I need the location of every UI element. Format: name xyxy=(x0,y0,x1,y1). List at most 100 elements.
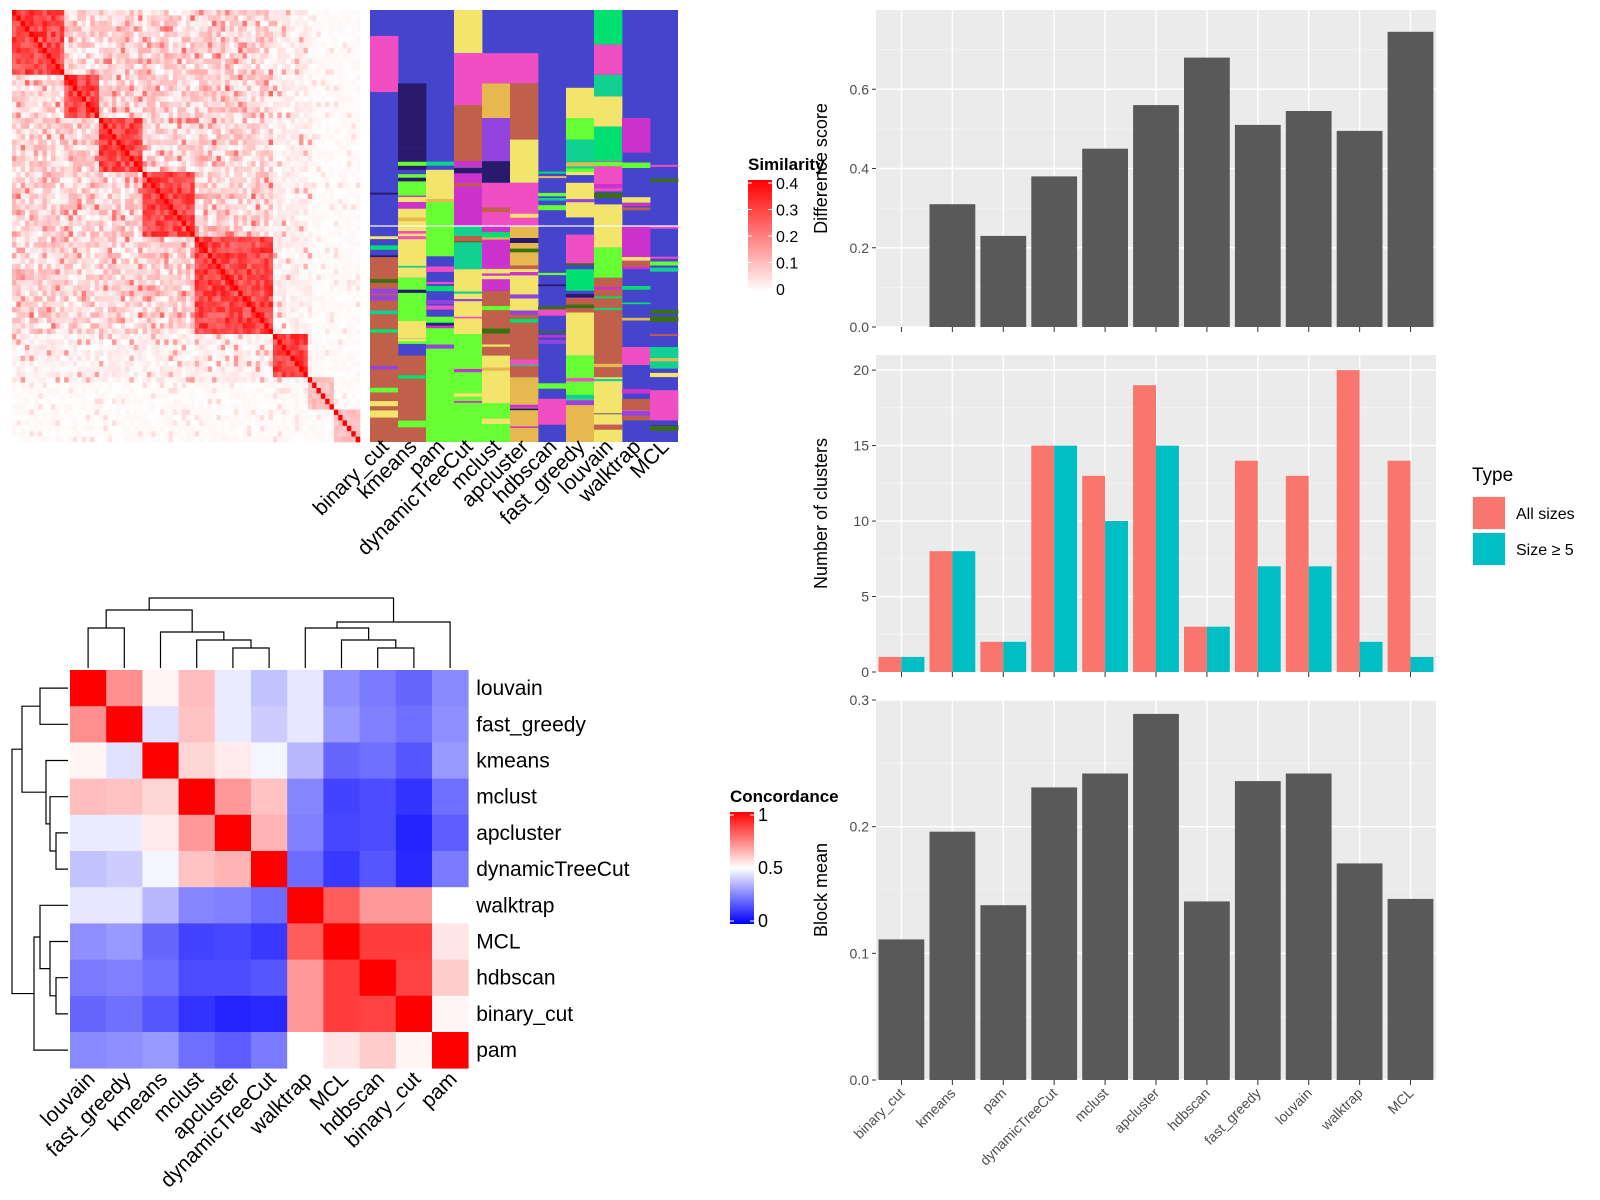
similarity-cell xyxy=(216,269,222,275)
similarity-cell xyxy=(107,101,113,108)
similarity-cell xyxy=(72,307,78,313)
similarity-cell xyxy=(155,161,161,167)
similarity-cell xyxy=(42,37,48,43)
similarity-cell xyxy=(220,188,226,194)
similarity-cell xyxy=(151,58,156,65)
similarity-cell xyxy=(259,37,265,43)
similarity-cell xyxy=(116,177,122,184)
similarity-cell xyxy=(220,323,226,329)
similarity-cell xyxy=(20,101,26,108)
similarity-cell xyxy=(142,155,148,162)
similarity-cell xyxy=(346,64,352,70)
similarity-cell xyxy=(20,69,26,76)
similarity-cell xyxy=(29,172,35,178)
similarity-cell xyxy=(194,20,200,27)
similarity-cell xyxy=(125,53,130,59)
similarity-cell xyxy=(268,155,274,162)
similarity-cell xyxy=(186,285,191,292)
similarity-cell xyxy=(351,37,356,43)
similarity-cell xyxy=(25,139,30,146)
similarity-cell xyxy=(85,263,91,270)
similarity-cell xyxy=(355,123,361,130)
similarity-cell xyxy=(29,204,35,211)
similarity-cell xyxy=(251,101,256,108)
similarity-cell xyxy=(277,172,282,178)
similarity-cell xyxy=(299,296,304,302)
similarity-cell xyxy=(25,69,30,76)
similarity-cell xyxy=(81,199,87,205)
similarity-cell xyxy=(55,242,61,248)
similarity-cell xyxy=(194,209,200,216)
similarity-cell xyxy=(90,220,95,227)
similarity-cell xyxy=(212,101,217,108)
similarity-cell xyxy=(281,42,287,49)
similarity-cell xyxy=(151,263,156,270)
similarity-cell xyxy=(46,204,52,211)
similarity-cell xyxy=(159,328,165,335)
similarity-cell xyxy=(194,236,200,243)
similarity-cell xyxy=(207,172,213,178)
similarity-cell xyxy=(116,328,122,335)
similarity-cell xyxy=(268,193,274,200)
similarity-cell xyxy=(255,188,261,194)
similarity-cell xyxy=(268,334,274,340)
similarity-cell xyxy=(125,236,130,243)
similarity-cell xyxy=(346,274,352,281)
similarity-cell xyxy=(168,91,174,97)
similarity-cell xyxy=(146,107,152,113)
similarity-cell xyxy=(320,236,326,243)
similarity-cell xyxy=(94,107,100,113)
similarity-cell xyxy=(307,37,313,43)
similarity-cell xyxy=(351,247,356,254)
similarity-cell xyxy=(273,177,278,184)
similarity-cell xyxy=(277,64,282,70)
similarity-cell xyxy=(225,53,230,59)
similarity-cell xyxy=(342,85,348,92)
similarity-cell xyxy=(16,182,21,189)
similarity-cell xyxy=(220,53,226,59)
similarity-cell xyxy=(99,91,104,97)
similarity-cell xyxy=(64,150,69,157)
similarity-cell xyxy=(199,274,204,281)
similarity-cell xyxy=(142,172,148,178)
similarity-cell xyxy=(333,220,339,227)
similarity-cell xyxy=(299,328,304,335)
similarity-cell xyxy=(286,53,291,59)
similarity-cell xyxy=(259,91,265,97)
similarity-cell xyxy=(320,64,326,70)
similarity-cell xyxy=(142,134,148,140)
similarity-cell xyxy=(268,280,274,286)
similarity-cell xyxy=(342,307,348,313)
similarity-cell xyxy=(329,280,335,286)
similarity-cell xyxy=(51,307,56,313)
similarity-cell xyxy=(229,215,235,221)
similarity-cell xyxy=(299,290,304,297)
similarity-cell xyxy=(277,145,282,151)
similarity-cell xyxy=(186,74,191,81)
similarity-cell xyxy=(120,274,126,281)
similarity-cell xyxy=(38,334,43,340)
similarity-cell xyxy=(338,290,343,297)
similarity-cell xyxy=(242,85,248,92)
similarity-cell xyxy=(25,307,30,313)
similarity-cell xyxy=(129,58,135,65)
similarity-cell xyxy=(303,317,309,324)
similarity-cell xyxy=(146,220,152,227)
similarity-cell xyxy=(246,280,252,286)
similarity-cell xyxy=(125,10,130,16)
similarity-cell xyxy=(172,296,178,302)
similarity-cell xyxy=(151,80,156,86)
similarity-cell xyxy=(172,307,178,313)
similarity-cell xyxy=(107,20,113,27)
similarity-cell xyxy=(338,177,343,184)
similarity-cell xyxy=(116,150,122,157)
similarity-cell xyxy=(55,80,61,86)
similarity-cell xyxy=(273,166,278,173)
similarity-cell xyxy=(216,307,222,313)
similarity-cell xyxy=(281,145,287,151)
similarity-cell xyxy=(212,145,217,151)
similarity-cell xyxy=(146,145,152,151)
similarity-cell xyxy=(81,128,87,135)
similarity-cell xyxy=(155,69,161,76)
similarity-cell xyxy=(281,269,287,275)
